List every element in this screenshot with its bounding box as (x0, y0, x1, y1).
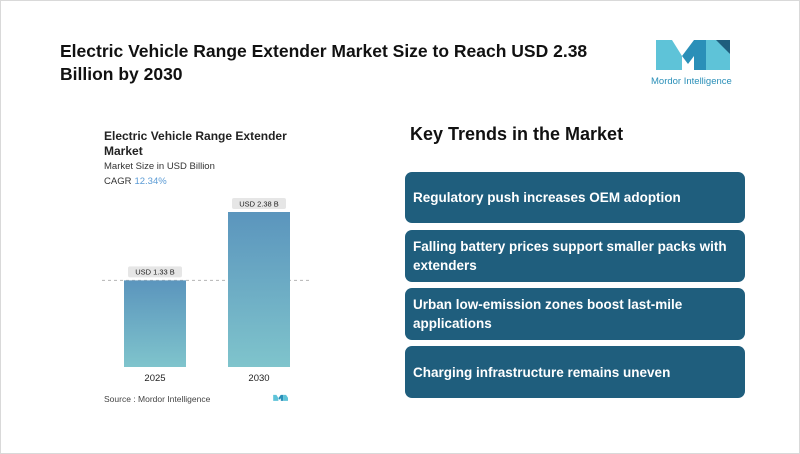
trend-text: Falling battery prices support smaller p… (413, 239, 727, 273)
trend-card: Urban low-emission zones boost last-mile… (405, 288, 745, 340)
category-label: 2025 (144, 373, 165, 384)
bar-2025 (124, 280, 186, 367)
cagr-label: CAGR (104, 176, 132, 187)
trend-card: Charging infrastructure remains uneven (405, 346, 745, 398)
cagr-value: 12.34% (134, 176, 167, 187)
data-label-bg (232, 198, 286, 209)
data-label: USD 2.38 B (239, 199, 279, 208)
page-title: Electric Vehicle Range Extender Market S… (60, 41, 588, 84)
chart-title: Electric Vehicle Range Extender Market (104, 129, 287, 158)
trend-card: Regulatory push increases OEM adoption (405, 172, 745, 223)
source-note: Source : Mordor Intelligence (104, 394, 211, 404)
trend-text: Urban low-emission zones boost last-mile… (413, 297, 683, 331)
brand-name: Mordor Intelligence (651, 76, 732, 87)
cagr-row: CAGR 12.34% (104, 176, 167, 187)
bar-2030 (228, 212, 290, 367)
category-label: 2030 (248, 373, 269, 384)
trends-heading: Key Trends in the Market (410, 124, 624, 144)
data-label: USD 1.33 B (135, 268, 175, 277)
chart-subtitle: Market Size in USD Billion (104, 161, 215, 172)
data-label-bg (128, 266, 182, 278)
trend-card: Falling battery prices support smaller p… (405, 230, 745, 282)
mordor-logo-icon (656, 40, 730, 70)
trend-text: Charging infrastructure remains uneven (413, 364, 671, 380)
trend-text: Regulatory push increases OEM adoption (413, 190, 681, 205)
mini-logo-icon (273, 394, 288, 401)
bar-chart: USD 1.33 B 2025 USD 2.38 B 2030 (102, 198, 312, 384)
